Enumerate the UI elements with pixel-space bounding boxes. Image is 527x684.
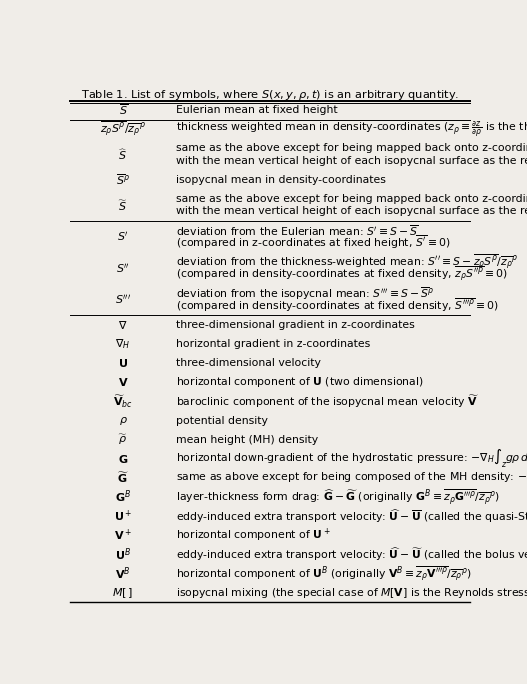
Text: $\mathbf{V}^+$: $\mathbf{V}^+$ (114, 528, 132, 543)
Text: $\overline{S}$: $\overline{S}$ (119, 103, 128, 118)
Text: (compared in density-coordinates at fixed density, $\overline{S^{\prime\prime\pr: (compared in density-coordinates at fixe… (176, 298, 499, 315)
Text: Table 1. List of symbols, where $S(x, y, \rho, t)$ is an arbitrary quantity.: Table 1. List of symbols, where $S(x, y,… (81, 88, 459, 103)
Text: horizontal component of $\mathbf{U}$ (two dimensional): horizontal component of $\mathbf{U}$ (tw… (176, 376, 424, 389)
Text: $\widehat{S}$: $\widehat{S}$ (118, 147, 128, 162)
Text: $\nabla$: $\nabla$ (118, 319, 128, 331)
Text: with the mean vertical height of each isopycnal surface as the reference: with the mean vertical height of each is… (176, 207, 527, 216)
Text: same as the above except for being mapped back onto z-coordinates: same as the above except for being mappe… (176, 144, 527, 153)
Text: three-dimensional velocity: three-dimensional velocity (176, 358, 321, 368)
Text: same as the above except for being mapped back onto z-coordinates: same as the above except for being mappe… (176, 194, 527, 204)
Text: $\mathbf{G}$: $\mathbf{G}$ (118, 453, 128, 465)
Text: $S^{\prime\prime}$: $S^{\prime\prime}$ (116, 262, 130, 275)
Text: $\widetilde{\mathbf{G}}$: $\widetilde{\mathbf{G}}$ (117, 471, 129, 486)
Text: $\mathbf{V}$: $\mathbf{V}$ (118, 376, 129, 389)
Text: $\rho$: $\rho$ (119, 415, 128, 427)
Text: $\widetilde{S}$: $\widetilde{S}$ (118, 198, 128, 213)
Text: $M[\,]$: $M[\,]$ (112, 586, 134, 600)
Text: horizontal component of $\mathbf{U}^B$ (originally $\mathbf{V}^B\equiv\overline{: horizontal component of $\mathbf{U}^B$ (… (176, 564, 472, 583)
Text: deviation from the thickness-weighted mean: $S^{\prime\prime}\equiv S-\overline{: deviation from the thickness-weighted me… (176, 252, 518, 272)
Text: isopycnal mean in density-coordinates: isopycnal mean in density-coordinates (176, 175, 386, 185)
Text: deviation from the Eulerian mean: $S^{\prime}\equiv S-\overline{S}$: deviation from the Eulerian mean: $S^{\p… (176, 223, 419, 238)
Text: deviation from the isopycnal mean: $S^{\prime\prime\prime}\equiv S-\overline{S}^: deviation from the isopycnal mean: $S^{\… (176, 285, 435, 302)
Text: horizontal gradient in z-coordinates: horizontal gradient in z-coordinates (176, 339, 370, 349)
Text: $\widetilde{\mathbf{V}}_{bc}$: $\widetilde{\mathbf{V}}_{bc}$ (113, 393, 133, 410)
Text: potential density: potential density (176, 416, 268, 425)
Text: $\mathbf{U}^+$: $\mathbf{U}^+$ (114, 509, 132, 524)
Text: eddy-induced extra transport velocity: $\widehat{\mathbf{U}}-\widetilde{\mathbf{: eddy-induced extra transport velocity: $… (176, 546, 527, 563)
Text: $\mathbf{V}^B$: $\mathbf{V}^B$ (115, 566, 131, 582)
Text: baroclinic component of the isopycnal mean velocity $\widetilde{\mathbf{V}}$: baroclinic component of the isopycnal me… (176, 393, 479, 410)
Text: mean height (MH) density: mean height (MH) density (176, 435, 318, 445)
Text: layer-thickness form drag: $\widehat{\mathbf{G}}-\widetilde{\mathbf{G}}$ (origin: layer-thickness form drag: $\widehat{\ma… (176, 487, 500, 507)
Text: $\mathbf{G}^B$: $\mathbf{G}^B$ (115, 489, 131, 505)
Text: isopycnal mixing (the special case of $M[\mathbf{V}]$ is the Reynolds stress): isopycnal mixing (the special case of $M… (176, 586, 527, 600)
Text: $\widetilde{\rho}$: $\widetilde{\rho}$ (118, 432, 128, 447)
Text: same as above except for being composed of the MH density: $-\nabla_H\int_z g\wi: same as above except for being composed … (176, 467, 527, 489)
Text: three-dimensional gradient in z-coordinates: three-dimensional gradient in z-coordina… (176, 320, 415, 330)
Text: with the mean vertical height of each isopycnal surface as the reference: with the mean vertical height of each is… (176, 156, 527, 166)
Text: horizontal down-gradient of the hydrostatic pressure: $-\nabla_H\int_z g\rho\,dz: horizontal down-gradient of the hydrosta… (176, 448, 527, 470)
Text: $\overline{S}^\rho$: $\overline{S}^\rho$ (116, 172, 130, 187)
Text: $\nabla_H$: $\nabla_H$ (115, 337, 131, 351)
Text: $\mathbf{U}^B$: $\mathbf{U}^B$ (115, 547, 131, 563)
Text: thickness weighted mean in density-coordinates ($z_\rho\equiv\frac{\partial z}{\: thickness weighted mean in density-coord… (176, 119, 527, 140)
Text: $S^{\prime\prime\prime}$: $S^{\prime\prime\prime}$ (115, 293, 131, 306)
Text: eddy-induced extra transport velocity: $\widehat{\mathbf{U}}-\overline{\mathbf{U: eddy-induced extra transport velocity: $… (176, 508, 527, 525)
Text: horizontal component of $\mathbf{U}^+$: horizontal component of $\mathbf{U}^+$ (176, 527, 331, 544)
Text: (compared in density-coordinates at fixed density, $\overline{z_\rho S^{\prime\p: (compared in density-coordinates at fixe… (176, 265, 508, 284)
Text: $\mathbf{U}$: $\mathbf{U}$ (118, 357, 128, 369)
Text: $S^{\prime}$: $S^{\prime}$ (117, 230, 129, 243)
Text: Eulerian mean at fixed height: Eulerian mean at fixed height (176, 105, 338, 115)
Text: (compared in z-coordinates at fixed height, $\overline{S^{\prime}}\equiv0$): (compared in z-coordinates at fixed heig… (176, 235, 451, 251)
Text: $\overline{z_\rho S^\rho}/\overline{z_\rho}^\rho$: $\overline{z_\rho S^\rho}/\overline{z_\r… (100, 120, 146, 139)
